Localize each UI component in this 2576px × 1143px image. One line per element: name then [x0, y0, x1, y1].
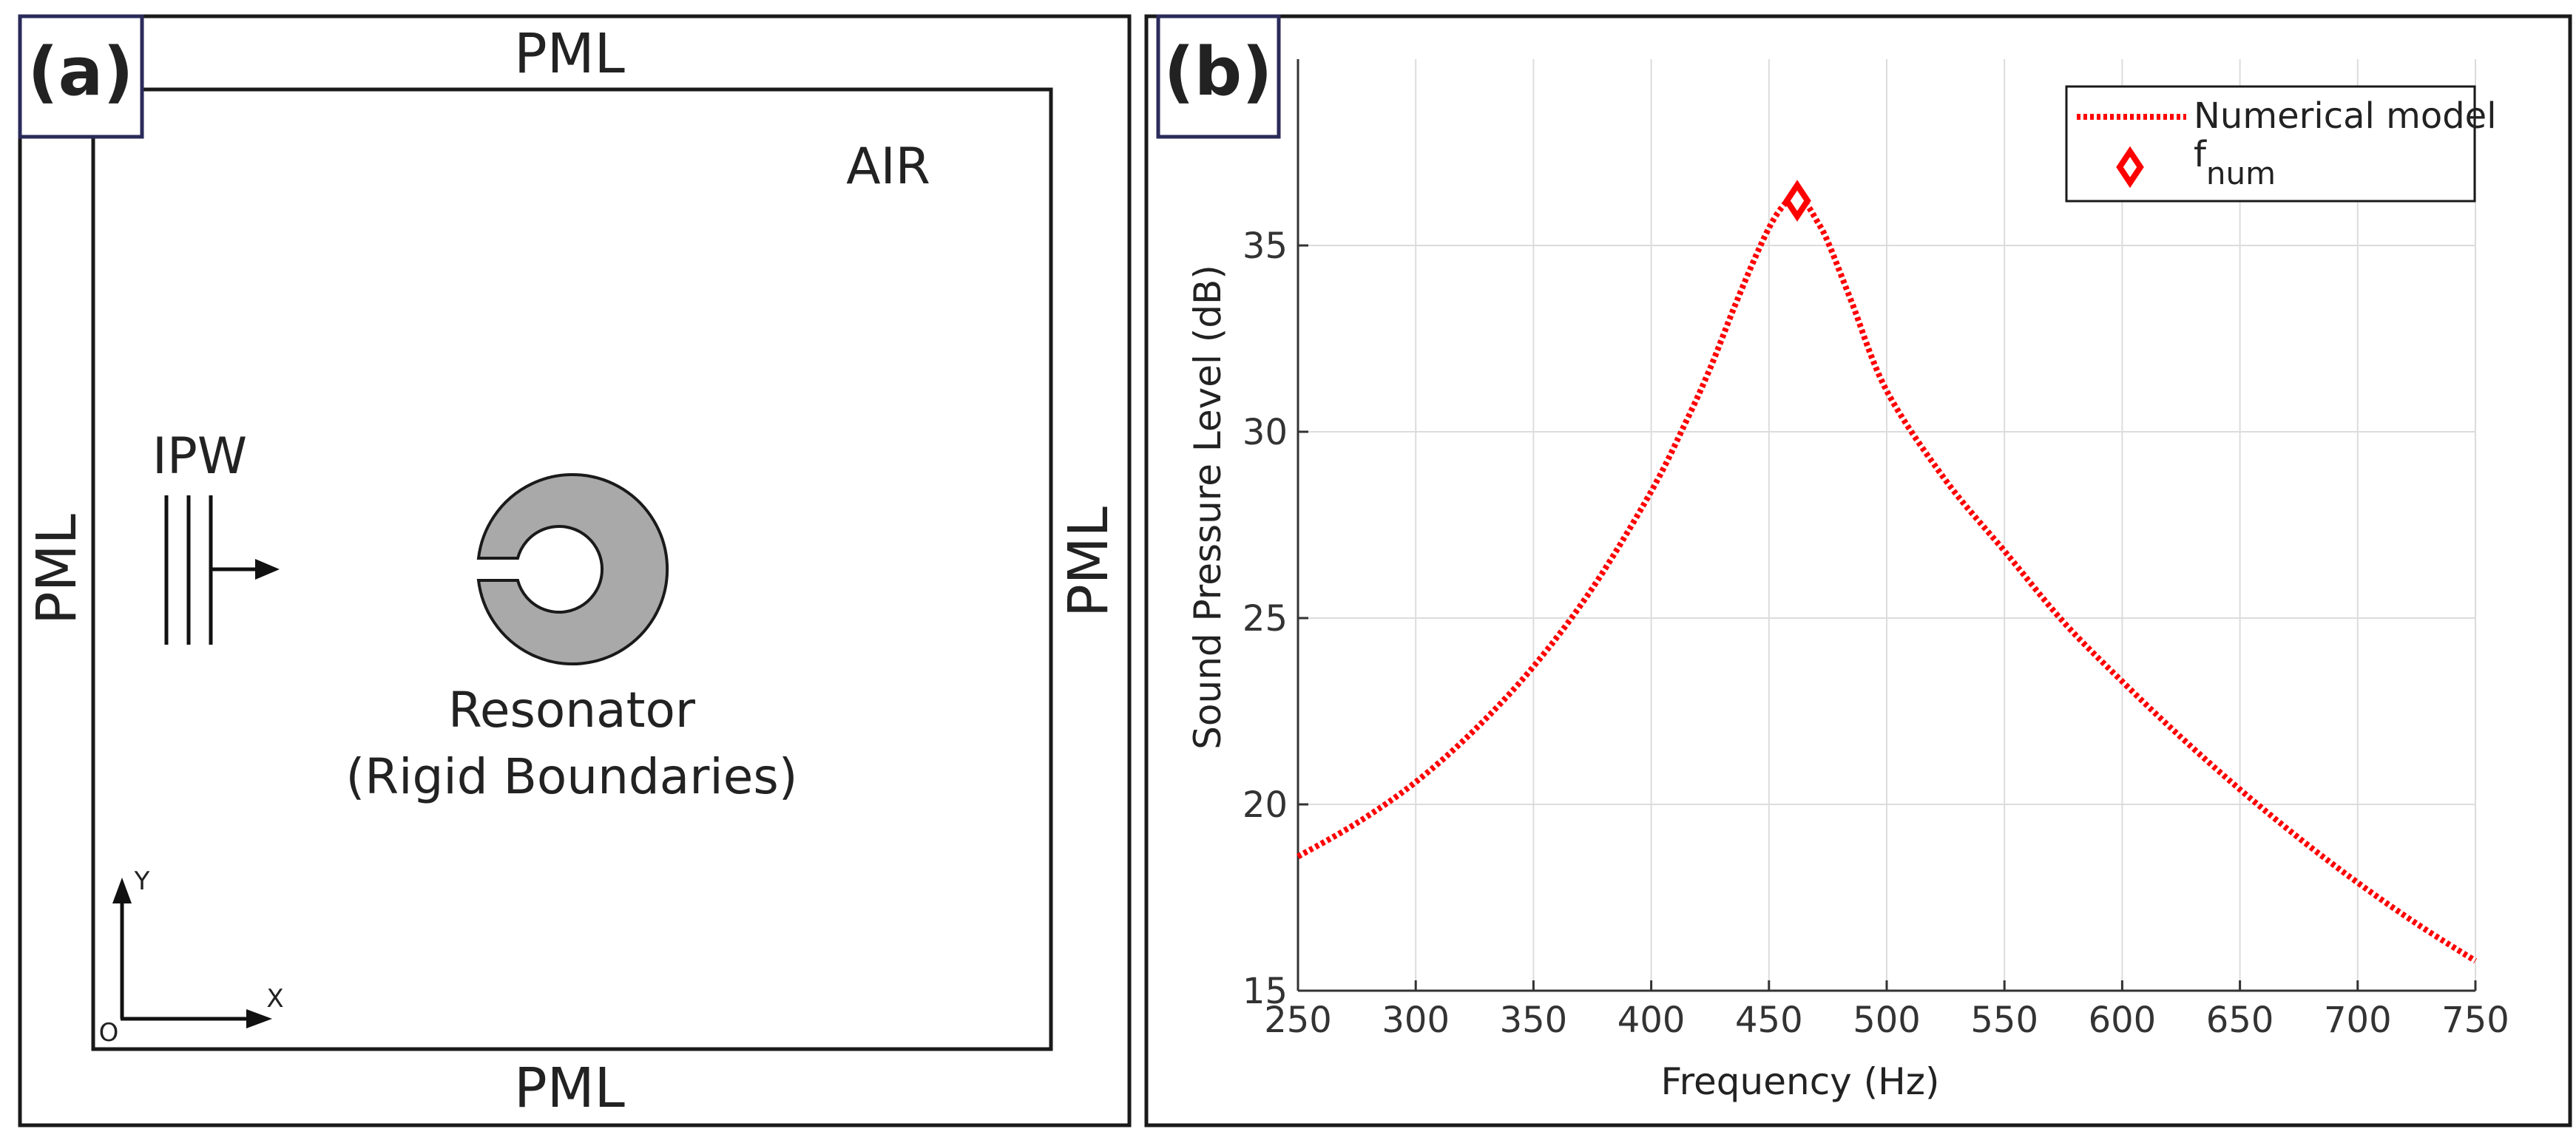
x-tick-label: 550	[1970, 1000, 2038, 1041]
x-tick-label: 350	[1500, 1000, 1568, 1041]
x-axis-arrow-head	[246, 1009, 272, 1028]
panel-a-tag: (a)	[28, 33, 134, 111]
panel-a-tag-box	[18, 14, 144, 139]
legend-series-label: Numerical model	[2194, 95, 2497, 137]
y-tick-label: 35	[1243, 225, 1288, 267]
air-label: AIR	[846, 138, 930, 196]
spl-chart: 250 300 350 400 450 500 550 600 650 700 750 15 20 25 3…	[1243, 59, 2509, 1041]
resonator-subtitle: (Rigid Boundaries)	[346, 748, 798, 805]
x-tick-label: 450	[1735, 1000, 1803, 1041]
resonator-ring	[476, 473, 669, 665]
series-line	[1297, 194, 2478, 964]
x-tick-label: 500	[1853, 1000, 1921, 1041]
air-domain-box	[91, 87, 1053, 1051]
coordinate-axes: Y X O	[99, 866, 284, 1048]
legend-marker-symbol	[2116, 146, 2144, 189]
pml-top-label: PML	[514, 22, 625, 86]
origin-letter: O	[99, 1018, 119, 1048]
resonance-marker	[1783, 180, 1811, 222]
ipw-arrow-head	[255, 559, 280, 580]
y-tick-label: 20	[1243, 784, 1288, 826]
x-tick-label: 300	[1382, 1000, 1450, 1041]
panel-b-tag-box	[1156, 14, 1281, 139]
x-tick-label: 700	[2324, 1000, 2392, 1041]
y-tick-label: 25	[1243, 598, 1288, 640]
legend-marker-label: fnum	[2194, 134, 2276, 191]
x-tick-label: 650	[2206, 1000, 2274, 1041]
x-tick-label: 400	[1617, 1000, 1686, 1041]
panel-b-tag: (b)	[1164, 33, 1273, 111]
x-axis-label: Frequency (Hz)	[1660, 1060, 1939, 1103]
x-tick-label: 750	[2441, 1000, 2509, 1041]
legend: Numerical model fnum	[2065, 85, 2497, 203]
panel-a-frame	[18, 14, 1132, 1127]
pml-left-label: PML	[25, 514, 89, 625]
x-axis-letter: X	[266, 984, 283, 1014]
panel-b-frame	[1144, 14, 2572, 1127]
panel-a: (a) PML PML PML PML AIR IPW Resonator (R…	[18, 14, 1132, 1127]
y-axis-arrow-head	[112, 878, 132, 903]
pml-bottom-label: PML	[514, 1056, 625, 1120]
legend-box	[2065, 85, 2476, 203]
x-tick-label: 250	[1264, 1000, 1332, 1041]
legend-marker-subscript: num	[2206, 155, 2276, 191]
y-axis-letter: Y	[134, 866, 150, 896]
y-tick-label: 30	[1243, 412, 1288, 453]
y-tick-label: 15	[1243, 971, 1288, 1012]
legend-marker-name: f	[2194, 134, 2207, 175]
x-tick-label: 600	[2089, 1000, 2157, 1041]
pml-right-label: PML	[1057, 506, 1120, 617]
resonator-title: Resonator	[448, 682, 696, 739]
y-axis-label: Sound Pressure Level (dB)	[1186, 265, 1229, 750]
ipw-label: IPW	[152, 427, 247, 486]
panel-b: (b) 250 300 350 400 450 500 550 600 650 700 750152…	[1144, 14, 2572, 1127]
resonator-shape: Resonator (Rigid Boundaries)	[346, 473, 798, 805]
ipw-symbol: IPW	[152, 427, 280, 645]
